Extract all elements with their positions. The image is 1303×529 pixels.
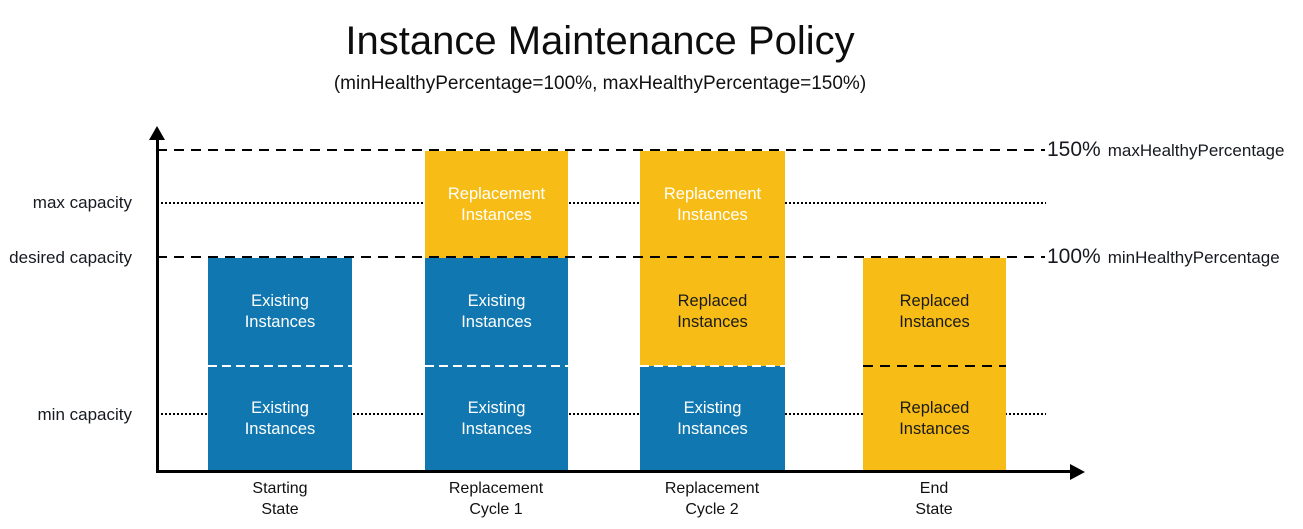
label-desired-capacity: desired capacity bbox=[9, 248, 132, 267]
segment-label: Existing Instances bbox=[461, 398, 532, 438]
x-label-end-state: End State bbox=[915, 480, 953, 518]
bar1-segment-existing-lower: Existing Instances bbox=[208, 366, 352, 471]
x-label-replacement-cycle-2: Replacement Cycle 2 bbox=[664, 480, 760, 518]
segment-label: Existing Instances bbox=[461, 292, 532, 331]
segment-label: Existing Instances bbox=[244, 398, 316, 438]
segment-label: Replaced Instances bbox=[899, 292, 970, 331]
label-max-capacity: max capacity bbox=[32, 193, 132, 212]
page-subtitle: (minHealthyPercentage=100%, maxHealthyPe… bbox=[333, 73, 867, 94]
label-min-capacity: min capacity bbox=[37, 405, 132, 424]
bar2-separator bbox=[425, 365, 568, 367]
x-label-replacement-cycle-1: Replacement Cycle 1 bbox=[448, 480, 544, 518]
min-healthy-percentage-line bbox=[157, 256, 1045, 258]
segment-label: Replaced Instances bbox=[899, 398, 970, 438]
x-axis-arrow-icon bbox=[1070, 464, 1085, 480]
bar1-segment-existing-upper: Existing Instances bbox=[208, 258, 352, 366]
segment-label: Replaced Instances bbox=[677, 292, 748, 331]
bar1-separator bbox=[208, 365, 352, 367]
x-label-starting-state: Starting State bbox=[252, 480, 308, 518]
bar2-segment-existing-upper: Existing Instances bbox=[425, 258, 568, 366]
max-healthy-value: 150% bbox=[1047, 138, 1101, 161]
min-healthy-value: 100% bbox=[1047, 245, 1101, 268]
bar2-segment-replacement: Replacement Instances bbox=[425, 151, 568, 258]
segment-label: Replacement Instances bbox=[447, 184, 546, 224]
bar3-segment-replaced: Replaced Instances bbox=[640, 258, 785, 366]
bar4-segment-replaced-upper: Replaced Instances bbox=[863, 258, 1006, 366]
segment-label: Existing Instances bbox=[244, 292, 316, 331]
min-capacity-line bbox=[157, 413, 1046, 415]
min-healthy-name: minHealthyPercentage bbox=[1107, 248, 1280, 267]
segment-label: Existing Instances bbox=[677, 398, 748, 438]
label-min-healthy-percentage: 100% minHealthyPercentage bbox=[1047, 245, 1280, 269]
x-axis bbox=[156, 470, 1072, 473]
segment-label: Replacement Instances bbox=[663, 184, 762, 224]
y-axis bbox=[156, 137, 159, 472]
bar3-separator bbox=[640, 365, 785, 367]
max-healthy-name: maxHealthyPercentage bbox=[1107, 141, 1285, 160]
page-title: Instance Maintenance Policy bbox=[345, 19, 855, 63]
bar4-segment-replaced-lower: Replaced Instances bbox=[863, 366, 1006, 471]
bar4-separator bbox=[863, 365, 1006, 367]
bar3-segment-existing: Existing Instances bbox=[640, 366, 785, 471]
max-healthy-percentage-line bbox=[157, 149, 1045, 151]
max-capacity-line bbox=[157, 202, 1046, 204]
y-axis-arrow-icon bbox=[149, 126, 165, 140]
bar3-segment-replacement: Replacement Instances bbox=[640, 151, 785, 258]
bar2-segment-existing-lower: Existing Instances bbox=[425, 366, 568, 471]
label-max-healthy-percentage: 150% maxHealthyPercentage bbox=[1047, 138, 1284, 162]
